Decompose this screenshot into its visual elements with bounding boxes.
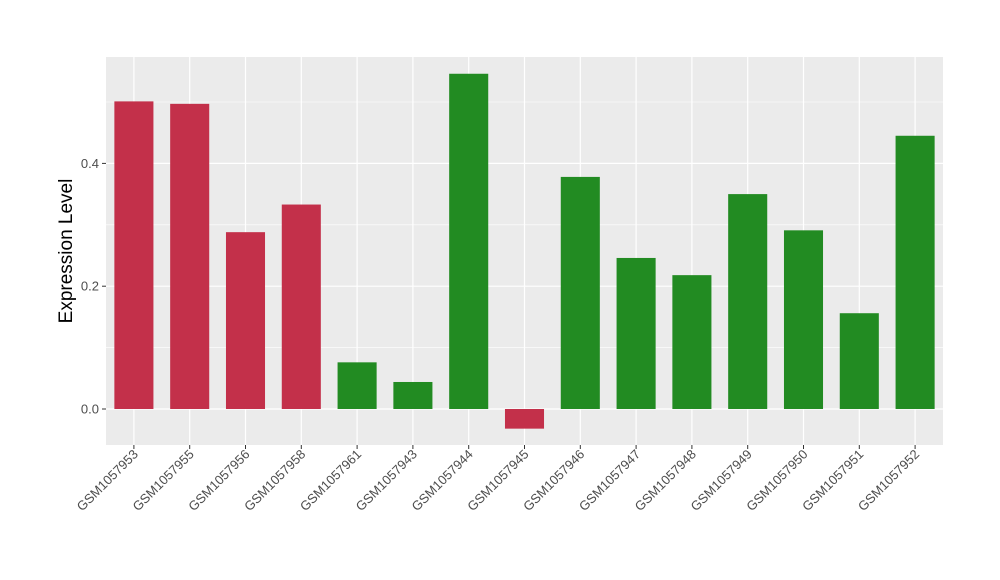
bar-GSM1057958 (281, 204, 321, 409)
bar-GSM1057947 (616, 257, 656, 409)
bar-GSM1057951 (839, 313, 879, 409)
x-axis-ticks: GSM1057953GSM1057955GSM1057956GSM1057958… (74, 445, 922, 514)
bar-GSM1057943 (393, 381, 433, 409)
bar-GSM1057945 (504, 409, 545, 429)
y-tick-label: 0.0 (81, 402, 99, 417)
bar-GSM1057948 (672, 275, 712, 409)
y-tick-label: 0.4 (81, 156, 99, 171)
bar-GSM1057949 (728, 194, 768, 409)
bar-GSM1057961 (337, 362, 377, 409)
bar-GSM1057950 (783, 230, 824, 409)
bar-GSM1057955 (170, 103, 210, 409)
y-axis-ticks: 0.0 0.2 0.4 (81, 156, 106, 417)
bar-GSM1057946 (560, 176, 600, 409)
bar-GSM1057944 (449, 73, 489, 410)
y-axis-title: Expression Level (56, 179, 77, 324)
bars-group (114, 73, 935, 429)
bar-GSM1057956 (225, 232, 266, 409)
bar-GSM1057953 (114, 101, 154, 410)
bar-GSM1057952 (895, 135, 935, 409)
y-tick-label: 0.2 (81, 279, 99, 294)
